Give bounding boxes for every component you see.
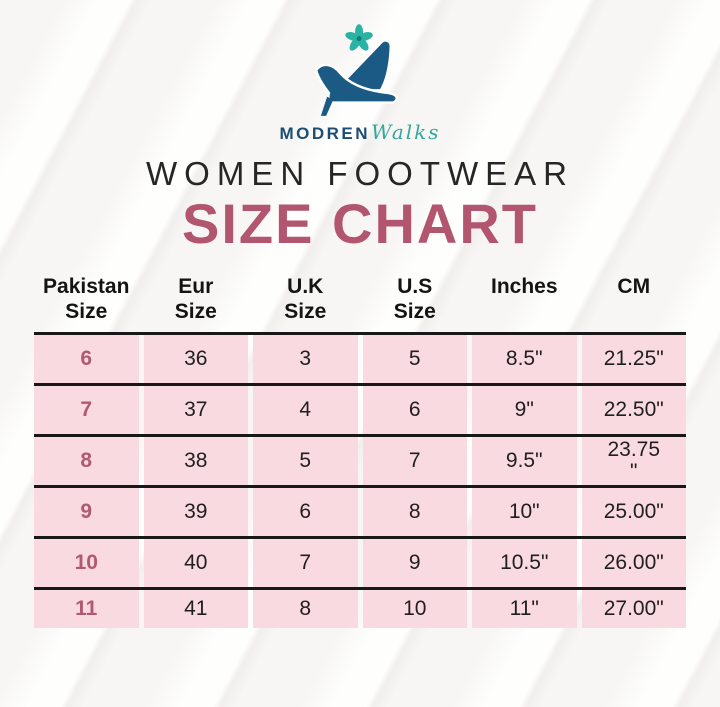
cell-inches: 8.5" bbox=[472, 334, 577, 383]
cell-us-size: 5 bbox=[362, 334, 467, 383]
table-row: 6 36 3 5 8.5" 21.25" bbox=[34, 334, 686, 386]
flower-icon bbox=[345, 24, 373, 51]
table-body: 6 36 3 5 8.5" 21.25" 7 37 4 6 9" 22.50" … bbox=[34, 331, 686, 628]
cell-inches: 9" bbox=[472, 385, 577, 434]
cell-cm: 22.50" bbox=[581, 385, 686, 434]
table-header-row: Pakistan Size Eur Size U.K Size U.S Size… bbox=[34, 274, 686, 332]
cell-uk-size: 6 bbox=[253, 487, 358, 536]
col-header-uk-size: U.K Size bbox=[284, 274, 327, 324]
table-row: 11 41 8 10 11" 27.00" bbox=[34, 589, 686, 628]
cell-us-size: 7 bbox=[362, 436, 467, 485]
cell-us-size: 6 bbox=[362, 385, 467, 434]
cell-eur-size: 36 bbox=[143, 334, 248, 383]
col-header-eur-size: Eur Size bbox=[174, 274, 217, 324]
cell-pakistan-size: 11 bbox=[34, 589, 139, 628]
table-row: 8 38 5 7 9.5" 23.75 " bbox=[34, 436, 686, 488]
cell-us-size: 8 bbox=[362, 487, 467, 536]
table-row: 9 39 6 8 10" 25.00" bbox=[34, 487, 686, 539]
cell-cm: 23.75 " bbox=[581, 436, 686, 485]
brand-wordmark: MODREN Walks bbox=[0, 120, 720, 144]
cell-cm: 25.00" bbox=[581, 487, 686, 536]
cell-eur-size: 41 bbox=[143, 589, 248, 628]
stiletto-heel-shape bbox=[320, 96, 334, 116]
cell-pakistan-size: 6 bbox=[34, 334, 139, 383]
cell-cm: 27.00" bbox=[581, 589, 686, 628]
cell-pakistan-size: 10 bbox=[34, 538, 139, 587]
cell-eur-size: 37 bbox=[143, 385, 248, 434]
cell-uk-size: 4 bbox=[253, 385, 358, 434]
cell-inches: 10.5" bbox=[472, 538, 577, 587]
brand-name-text: MODREN bbox=[279, 124, 371, 143]
brand-logo-heels-icon bbox=[314, 24, 398, 116]
cell-eur-size: 38 bbox=[143, 436, 248, 485]
brand-script-text: Walks bbox=[371, 120, 441, 144]
cell-cm: 21.25" bbox=[581, 334, 686, 383]
col-header-pakistan-size: Pakistan Size bbox=[43, 274, 130, 324]
back-heel-shape bbox=[338, 41, 390, 90]
cell-pakistan-size: 9 bbox=[34, 487, 139, 536]
cell-pakistan-size: 7 bbox=[34, 385, 139, 434]
col-header-us-size: U.S Size bbox=[393, 274, 436, 324]
cell-inches: 10" bbox=[472, 487, 577, 536]
table-row: 10 40 7 9 10.5" 26.00" bbox=[34, 538, 686, 590]
page-subtitle: SIZE CHART bbox=[182, 191, 538, 255]
cell-inches: 9.5" bbox=[472, 436, 577, 485]
cell-uk-size: 7 bbox=[253, 538, 358, 587]
cell-us-size: 10 bbox=[362, 589, 467, 628]
cell-eur-size: 40 bbox=[143, 538, 248, 587]
col-header-inches: Inches bbox=[490, 274, 558, 298]
front-heel-shape bbox=[314, 63, 398, 104]
cell-us-size: 9 bbox=[362, 538, 467, 587]
cell-pakistan-size: 8 bbox=[34, 436, 139, 485]
cell-inches: 11" bbox=[472, 589, 577, 628]
size-chart-table: Pakistan Size Eur Size U.K Size U.S Size… bbox=[34, 274, 686, 628]
page-title: WOMEN FOOTWEAR bbox=[146, 155, 574, 192]
cell-uk-size: 3 bbox=[253, 334, 358, 383]
col-header-cm: CM bbox=[617, 274, 651, 298]
cell-uk-size: 8 bbox=[253, 589, 358, 628]
cell-eur-size: 39 bbox=[143, 487, 248, 536]
table-row: 7 37 4 6 9" 22.50" bbox=[34, 385, 686, 437]
cell-uk-size: 5 bbox=[253, 436, 358, 485]
cell-cm: 26.00" bbox=[581, 538, 686, 587]
